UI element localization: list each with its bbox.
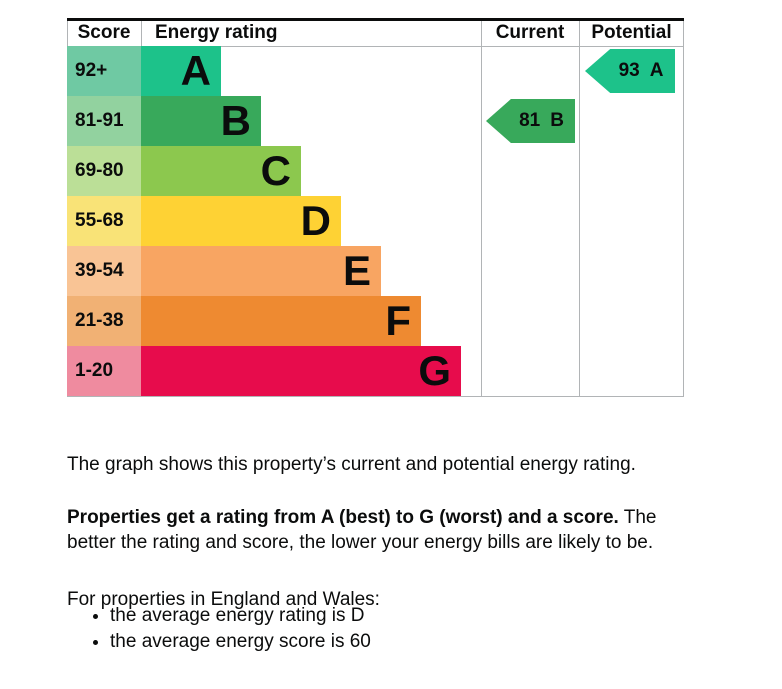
header-bottom-border: [67, 46, 684, 47]
rating-explanation-rest: The better the rating and score, the low…: [67, 507, 657, 553]
band-row-g: 1-20 G: [67, 346, 684, 396]
potential-band-letter: A: [649, 60, 664, 81]
rating-bar-d: D: [141, 196, 341, 246]
rating-explanation-paragraph: Properties get a rating from A (best) to…: [67, 505, 692, 555]
chart-top-border: [67, 18, 684, 21]
score-range-g: 1-20: [67, 346, 141, 396]
average-stats-list: the average energy rating is Dthe averag…: [67, 603, 371, 655]
band-row-a: 92+ A: [67, 46, 684, 96]
column-header-score: Score: [77, 22, 131, 43]
current-band-letter: B: [550, 110, 564, 131]
rating-bar-f: F: [141, 296, 421, 346]
band-row-c: 69-80 C: [67, 146, 684, 196]
band-row-b: 81-91 B: [67, 96, 684, 146]
rating-bar-e: E: [141, 246, 381, 296]
score-column-divider: [141, 21, 142, 46]
column-header-energy-rating: Energy rating: [155, 22, 278, 43]
region-paragraph: For properties in England and Wales:: [67, 589, 380, 610]
band-row-e: 39-54 E: [67, 246, 684, 296]
score-range-f: 21-38: [67, 296, 141, 346]
score-range-b: 81-91: [67, 96, 141, 146]
current-score-value: 81: [519, 110, 541, 131]
score-range-a: 92+: [67, 46, 141, 96]
potential-column-divider: [579, 21, 580, 396]
score-range-d: 55-68: [67, 196, 141, 246]
score-range-e: 39-54: [67, 246, 141, 296]
current-column-divider: [481, 21, 482, 396]
list-item: the average energy rating is D: [110, 603, 371, 628]
table-right-border: [683, 21, 684, 396]
rating-bar-c: C: [141, 146, 301, 196]
list-item: the average energy score is 60: [110, 629, 371, 654]
score-range-c: 69-80: [67, 146, 141, 196]
table-bottom-border: [67, 396, 684, 397]
band-row-f: 21-38 F: [67, 296, 684, 346]
rating-bar-b: B: [141, 96, 261, 146]
potential-score-value: 93: [618, 60, 640, 81]
column-header-potential: Potential: [591, 22, 672, 43]
rating-bar-a: A: [141, 46, 221, 96]
intro-paragraph: The graph shows this property’s current …: [67, 454, 636, 475]
rating-explanation-bold: Properties get a rating from A (best) to…: [67, 507, 619, 528]
rating-bar-g: G: [141, 346, 461, 396]
energy-rating-chart: Score Energy rating Current Potential 92…: [67, 18, 684, 397]
band-row-d: 55-68 D: [67, 196, 684, 246]
column-header-current: Current: [495, 22, 565, 43]
chart-header-row: Score Energy rating Current Potential: [67, 21, 684, 46]
